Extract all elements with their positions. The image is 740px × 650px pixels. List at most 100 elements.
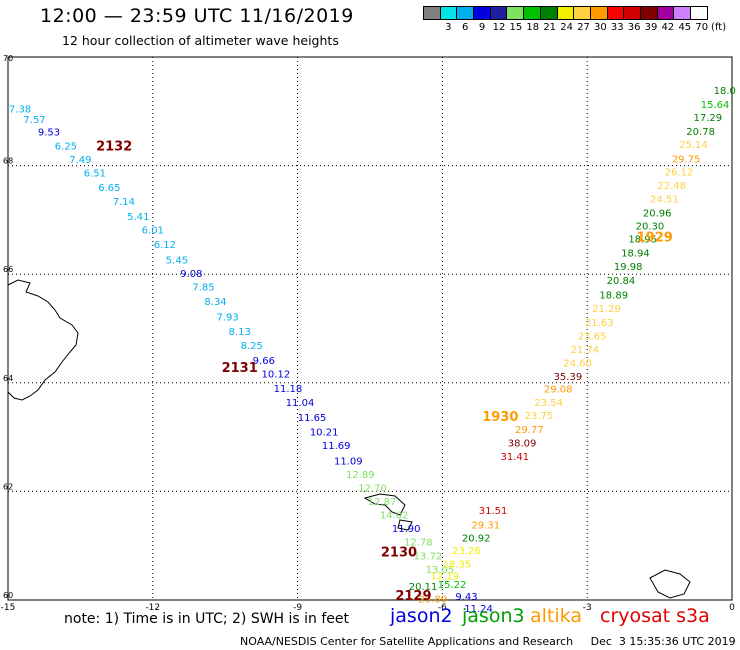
lon-tick-label: 0 xyxy=(729,603,735,613)
swh-value-label: 20.92 xyxy=(462,533,491,544)
swh-value-label: 10.21 xyxy=(310,427,339,438)
swh-value-label: 14.02 xyxy=(380,511,409,522)
lon-tick-label: -12 xyxy=(145,603,160,613)
swh-value-label: 18.94 xyxy=(621,248,650,259)
lat-tick-label: 66 xyxy=(3,265,13,274)
swh-value-label: 13.05 xyxy=(426,565,455,576)
swh-value-label: 12.70 xyxy=(358,483,387,494)
map-subtitle: 12 hour collection of altimeter wave hei… xyxy=(62,33,339,48)
swh-value-label: 22.48 xyxy=(657,181,686,192)
legend-label: 45 xyxy=(678,22,692,33)
swh-value-label: 7.38 xyxy=(9,104,31,115)
pass-time-label: 2132 xyxy=(96,139,132,154)
swh-value-label: 7.93 xyxy=(216,312,238,323)
legend-label: 21 xyxy=(543,22,557,33)
swh-value-label: 35.39 xyxy=(554,372,583,383)
pass-time-label: 1929 xyxy=(637,231,673,246)
swh-value-label: 6.25 xyxy=(55,141,77,152)
swh-value-label: 6.01 xyxy=(142,225,164,236)
legend-label: 3 xyxy=(445,22,452,33)
legend-label: 30 xyxy=(593,22,607,33)
swh-value-label: 18.35 xyxy=(443,559,472,570)
swh-value-label: 12.78 xyxy=(404,538,433,549)
swh-value-label: 9.43 xyxy=(455,592,477,603)
swh-value-label: 23.75 xyxy=(525,411,554,422)
swh-value-label: 10.12 xyxy=(262,369,291,380)
swh-value-label: 29.77 xyxy=(515,425,544,436)
swh-value-label: 29.31 xyxy=(472,520,501,531)
swh-value-label: 8.25 xyxy=(241,341,263,352)
swh-value-label: 19.98 xyxy=(614,262,643,273)
swh-value-label: 29.08 xyxy=(544,385,573,396)
legend-label: (ft) xyxy=(711,22,727,33)
swh-value-label: 11.24 xyxy=(464,604,493,615)
swh-value-label: 6.51 xyxy=(84,168,106,179)
swh-value-label: 18.95 xyxy=(628,235,657,246)
pass-time-label: 2130 xyxy=(381,546,417,561)
swh-value-label: 18.89 xyxy=(599,291,628,302)
swh-value-label: 6.12 xyxy=(154,240,176,251)
lat-tick-label: 70 xyxy=(3,54,13,63)
swh-value-label: 8.34 xyxy=(204,297,226,308)
legend-label: 27 xyxy=(577,22,590,33)
swh-value-label: 9.53 xyxy=(38,128,60,139)
map-note: note: 1) Time is in UTC; 2) SWH is in fe… xyxy=(64,611,350,627)
swh-value-label: 20.96 xyxy=(643,209,672,220)
swh-value-label: 29.89 xyxy=(418,595,447,606)
lat-tick-label: 62 xyxy=(3,482,13,491)
swh-value-label: 9.66 xyxy=(253,356,275,367)
legend-label: 18 xyxy=(526,22,540,33)
legend-label: 33 xyxy=(610,22,624,33)
swh-value-label: 31.51 xyxy=(479,506,508,517)
swh-value-label: 23.65 xyxy=(578,331,607,342)
swh-value-label: 13.72 xyxy=(414,551,443,562)
legend-label: 6 xyxy=(462,22,469,33)
satellite-altika: altika xyxy=(530,605,582,627)
swh-value-label: 5.45 xyxy=(166,255,188,266)
swh-value-label: 11.69 xyxy=(322,441,351,452)
pass-time-label: 1930 xyxy=(482,410,518,425)
lon-tick-label: -9 xyxy=(293,603,302,613)
swh-value-label: 24.51 xyxy=(650,195,679,206)
satellite-cryosat-s3a: cryosat s3a xyxy=(600,605,710,627)
swh-value-label: 24.60 xyxy=(563,359,592,370)
footer-credit: NOAA/NESDIS Center for Satellite Applica… xyxy=(240,635,736,648)
legend-label: 24 xyxy=(560,22,573,33)
swh-value-label: 17.29 xyxy=(694,113,723,124)
swh-value-label: 38.09 xyxy=(508,438,537,449)
lon-tick-label: -3 xyxy=(583,603,592,613)
legend-label: 70 xyxy=(695,22,709,33)
legend-labels: 3 6 9 12 15 18 21 24 27 30 33 36 39 42 45 70 (ft) xyxy=(423,22,727,33)
swh-value-label: 6.65 xyxy=(98,183,120,194)
legend-label: 36 xyxy=(627,22,641,33)
swh-value-label: 9.08 xyxy=(180,269,202,280)
swh-value-label: 21.29 xyxy=(592,304,621,315)
swh-value-label: 29.75 xyxy=(672,154,701,165)
legend-label: 9 xyxy=(478,22,486,33)
satellite-jason3: jason3 xyxy=(462,605,525,627)
swh-value-label: 20.84 xyxy=(607,276,636,287)
faroe-islands-coastline xyxy=(363,493,413,531)
swh-value-label: 15.22 xyxy=(438,580,467,591)
legend-label: 15 xyxy=(509,22,523,33)
swh-value-label: 15.64 xyxy=(701,100,730,111)
swh-value-label: 7.57 xyxy=(23,115,45,126)
pass-time-label: 2129 xyxy=(395,589,431,604)
swh-value-label: 26.12 xyxy=(665,167,694,178)
pass-time-label: 2131 xyxy=(222,361,258,376)
swh-value-label: 23.54 xyxy=(534,398,563,409)
map-title: 12:00 — 23:59 UTC 11/16/2019 xyxy=(40,5,354,27)
swh-value-label: 31.41 xyxy=(500,452,529,463)
lon-tick-label: -15 xyxy=(1,603,16,613)
color-legend xyxy=(423,6,708,20)
lon-tick-label: -6 xyxy=(438,603,447,613)
legend-swatch xyxy=(690,6,708,20)
swh-value-label: 20.78 xyxy=(686,127,715,138)
swh-value-label: 5.41 xyxy=(127,212,149,223)
swh-value-label: 11.04 xyxy=(286,398,315,409)
swh-value-label: 7.49 xyxy=(69,155,91,166)
swh-value-label: 21.74 xyxy=(570,345,599,356)
swh-value-label: 11.65 xyxy=(298,413,327,424)
norway-coastline xyxy=(649,569,691,599)
